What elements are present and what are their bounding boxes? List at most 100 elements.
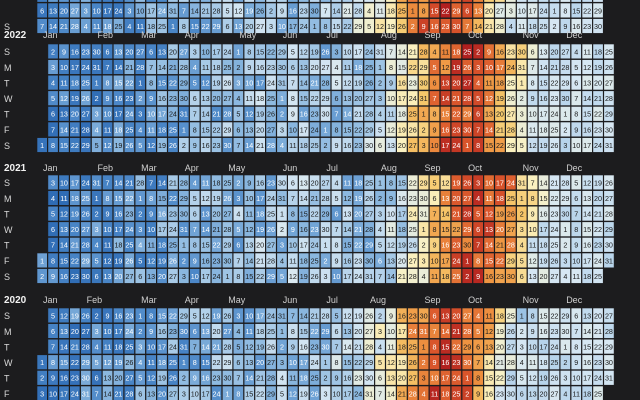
day-number: 1 (552, 6, 556, 15)
day-number: 28 (223, 342, 231, 351)
day-cell (243, 323, 255, 339)
day-number: 17 (256, 194, 264, 203)
day-cell (592, 174, 604, 191)
day-number: 25 (605, 47, 613, 56)
day-number: 2 (465, 389, 469, 398)
day-cell (603, 338, 615, 355)
day-cell (592, 90, 604, 106)
day-number: 24 (125, 110, 133, 119)
day-cell (461, 59, 473, 75)
day-number: 14 (441, 94, 449, 103)
day-number: 1 (520, 311, 524, 320)
day-number: 29 (213, 22, 221, 31)
day-cell (538, 74, 550, 91)
weekday-label: T (4, 78, 10, 88)
day-cell (603, 59, 615, 75)
day-cell (36, 370, 48, 386)
day-cell (418, 121, 430, 138)
day-cell (232, 237, 244, 253)
day-cell (363, 59, 375, 75)
day-number: 31 (180, 342, 188, 351)
day-cell (47, 237, 59, 253)
day-cell (113, 106, 124, 122)
day-number: 9 (193, 141, 197, 150)
day-cell (570, 237, 582, 253)
day-number: 22 (409, 178, 417, 187)
day-cell (232, 307, 244, 324)
day-number: 7 (334, 110, 338, 119)
day-cell (123, 385, 135, 400)
day-cell (396, 323, 408, 339)
day-number: 30 (518, 47, 526, 56)
day-cell (320, 190, 331, 206)
day-number: 21 (125, 178, 133, 187)
day-number: 13 (387, 141, 395, 150)
day-number: 5 (138, 141, 142, 150)
day-cell (69, 252, 81, 269)
day-number: 14 (202, 342, 210, 351)
day-number: 25 (594, 272, 602, 281)
day-number: 11 (246, 327, 253, 336)
day-cell (385, 0, 397, 3)
day-cell (211, 338, 222, 355)
day-number: 31 (420, 209, 428, 218)
day-cell (309, 90, 321, 106)
day-number: 2 (422, 358, 426, 367)
day-number: 24 (507, 63, 515, 72)
day-cell (505, 370, 517, 386)
day-cell (80, 354, 92, 370)
day-number: 17 (540, 225, 548, 234)
day-cell (527, 323, 539, 339)
day-cell (287, 237, 299, 253)
day-cell (309, 307, 321, 324)
day-number: 24 (409, 209, 417, 218)
day-number: 12 (202, 78, 210, 87)
day-cell (211, 2, 222, 19)
day-number: 15 (245, 389, 253, 398)
day-number: 29 (561, 311, 569, 320)
day-number: 18 (300, 256, 308, 265)
day-number: 22 (583, 6, 591, 15)
day-cell (145, 252, 157, 269)
day-number: 25 (114, 22, 122, 31)
day-cell (396, 268, 408, 284)
day-cell (211, 106, 222, 122)
day-cell (341, 252, 353, 269)
day-number: 13 (441, 194, 449, 203)
day-number: 2 (95, 311, 99, 320)
day-number: 2 (476, 47, 480, 56)
day-cell (178, 106, 190, 122)
day-number: 1 (225, 389, 229, 398)
day-number: 19 (213, 78, 221, 87)
day-cell (211, 90, 222, 106)
day-number: 2 (422, 125, 426, 134)
day-cell (69, 190, 81, 206)
day-cell (243, 121, 255, 138)
day-number: 2 (40, 272, 44, 281)
day-cell (91, 106, 103, 122)
day-number: 21 (71, 241, 79, 250)
day-number: 28 (71, 22, 79, 31)
day-number: 28 (409, 272, 417, 281)
day-number: 24 (125, 327, 133, 336)
day-cell (134, 121, 146, 138)
day-number: 8 (291, 209, 295, 218)
day-number: 2 (51, 47, 55, 56)
day-cell (298, 307, 310, 324)
day-cell (548, 385, 560, 400)
day-cell (265, 190, 277, 206)
day-number: 10 (431, 141, 439, 150)
day-number: 6 (334, 209, 338, 218)
day-number: 26 (223, 194, 231, 203)
day-number: 4 (95, 342, 99, 351)
day-cell (516, 174, 528, 191)
day-cell (200, 221, 212, 237)
day-number: 26 (398, 22, 406, 31)
day-cell (374, 106, 386, 122)
day-cell (538, 205, 550, 222)
day-number: 29 (365, 125, 373, 134)
day-number: 15 (202, 358, 210, 367)
day-number: 21 (452, 94, 460, 103)
day-cell (374, 307, 386, 324)
day-number: 23 (169, 209, 177, 218)
